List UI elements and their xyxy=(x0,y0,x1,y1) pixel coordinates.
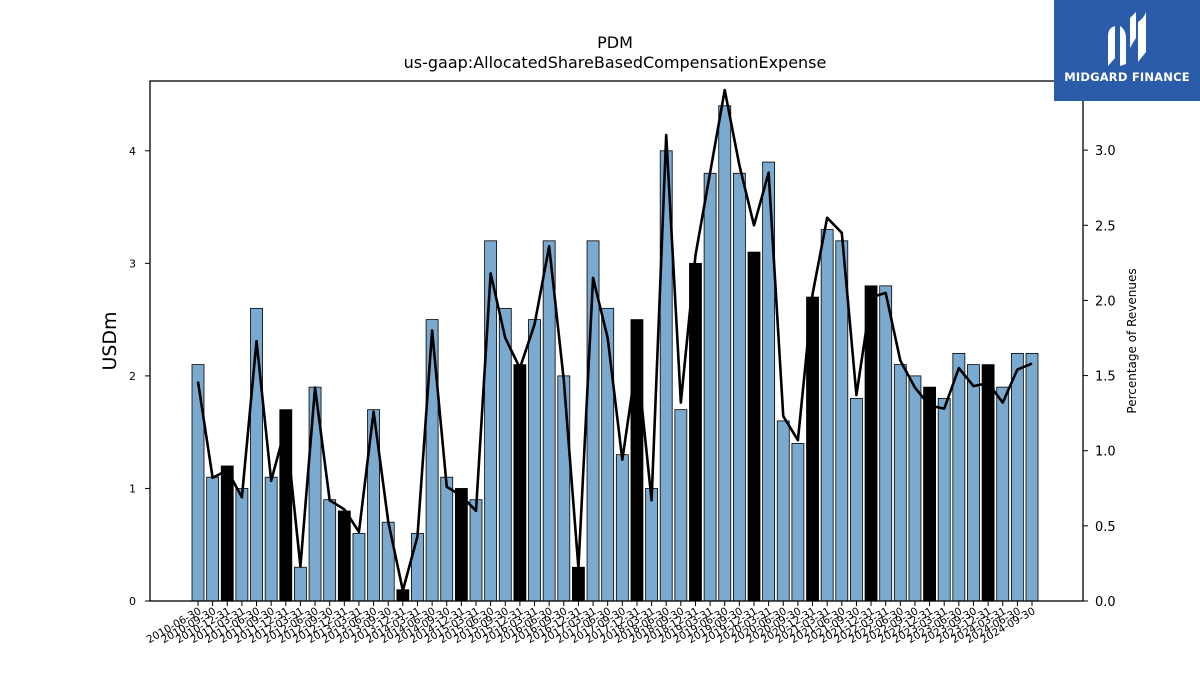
bar xyxy=(294,566,307,602)
bar xyxy=(572,566,585,602)
bar xyxy=(820,229,834,602)
bar xyxy=(220,465,234,602)
bar xyxy=(732,172,746,602)
y-tick-label: 1 xyxy=(129,482,136,495)
bar xyxy=(498,307,512,602)
bar xyxy=(776,420,790,602)
y2-tick-label: 2.0 xyxy=(1095,294,1116,309)
y2-tick-label: 0.0 xyxy=(1095,595,1116,610)
bar xyxy=(1025,352,1039,602)
bars xyxy=(191,105,1039,602)
bar xyxy=(381,521,395,602)
bar xyxy=(528,319,541,602)
chart-subtitle: us-gaap:AllocatedShareBasedCompensationE… xyxy=(404,53,827,72)
bar xyxy=(674,409,688,602)
bar xyxy=(191,364,205,602)
right-axis: 0.0 0.5 1.0 1.5 2.0 2.5 3.0 xyxy=(1083,144,1116,610)
logo-text: MIDGARD FINANCE xyxy=(1064,70,1190,84)
bar xyxy=(747,251,761,602)
y2-tick-label: 2.5 xyxy=(1095,219,1116,234)
bar xyxy=(557,375,571,602)
line-layer xyxy=(196,88,1033,592)
bar xyxy=(454,488,468,602)
y2-tick-label: 0.5 xyxy=(1095,520,1116,535)
bar xyxy=(879,285,893,602)
bar xyxy=(835,240,849,602)
bar xyxy=(513,364,527,602)
bar xyxy=(893,364,907,602)
bar xyxy=(952,352,966,602)
x-axis: 2010-06-302010-09-302010-12-312011-03-31… xyxy=(145,601,1038,646)
midgard-finance-logo: MIDGARD FINANCE xyxy=(1054,0,1200,101)
y-tick-label: 2 xyxy=(129,370,136,383)
bar xyxy=(615,454,629,602)
bar xyxy=(352,533,366,602)
bar xyxy=(689,262,702,602)
bar xyxy=(981,364,995,602)
y-tick-label: 0 xyxy=(129,595,136,608)
bar xyxy=(337,510,351,602)
y2-axis-label: Percentage of Revenues xyxy=(1125,268,1139,413)
bar xyxy=(645,488,658,602)
bar xyxy=(235,488,249,602)
bar xyxy=(923,386,936,602)
y2-tick-label: 1.5 xyxy=(1095,370,1116,385)
chart-title: PDM xyxy=(597,33,633,52)
bar xyxy=(791,443,805,602)
bar xyxy=(1010,352,1024,602)
plot-frame xyxy=(149,80,1084,602)
bar xyxy=(206,476,220,602)
bar xyxy=(718,105,732,602)
bar xyxy=(601,307,615,602)
y-tick-label: 3 xyxy=(129,257,136,270)
bar xyxy=(440,476,454,602)
bar xyxy=(967,364,980,602)
y2-tick-label: 3.0 xyxy=(1095,144,1116,159)
bar xyxy=(996,386,1010,602)
left-axis: 0 1 2 3 4 xyxy=(129,145,150,608)
bar xyxy=(703,172,717,602)
bar xyxy=(264,476,278,602)
bar xyxy=(411,533,424,602)
bar xyxy=(850,397,863,602)
percentage-line xyxy=(196,88,1033,592)
midgard-logo-icon xyxy=(1108,12,1146,66)
y2-tick-label: 1.0 xyxy=(1095,445,1116,460)
bar xyxy=(908,375,922,602)
y-axis-label: USDm xyxy=(99,311,121,370)
y-tick-label: 4 xyxy=(129,145,136,158)
bar xyxy=(469,499,483,602)
bar xyxy=(323,499,337,602)
bar xyxy=(937,397,951,602)
